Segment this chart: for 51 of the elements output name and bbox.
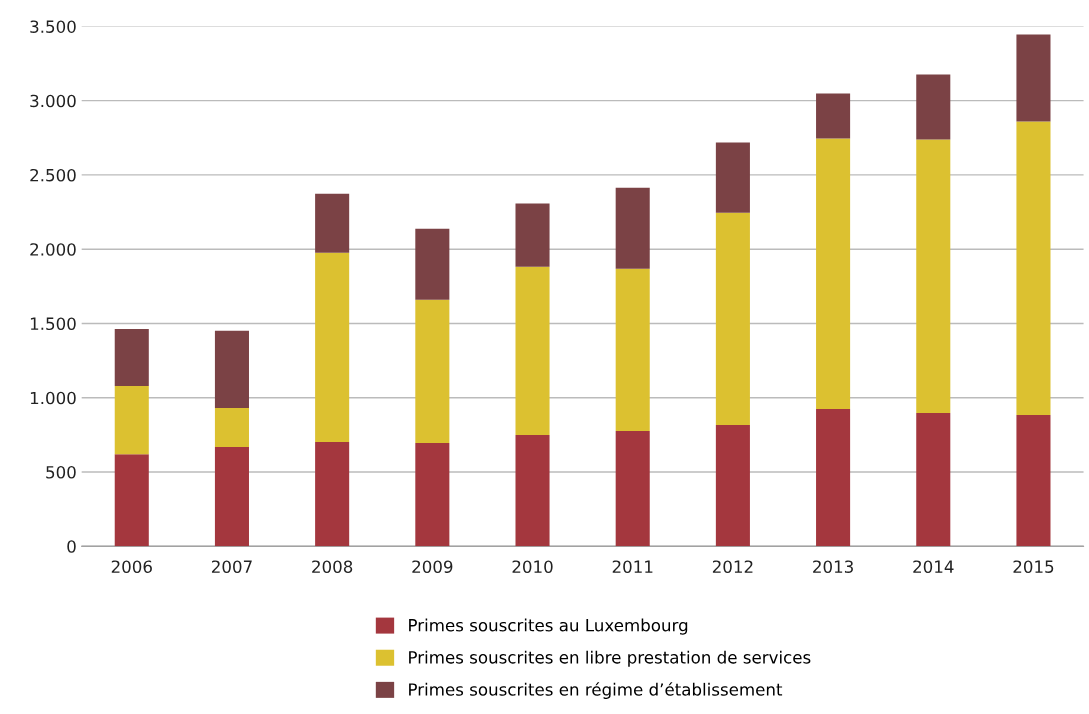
bar [315, 442, 350, 547]
y-tick-label: 500 [46, 465, 76, 479]
bar [615, 268, 650, 431]
bar [615, 187, 650, 269]
bar [214, 447, 249, 547]
x-tick-label: 2007 [211, 560, 252, 573]
bar [415, 442, 450, 547]
y-tick-label: 3.000 [30, 94, 76, 108]
y-tick-label: 1.000 [30, 391, 76, 405]
bar [715, 212, 750, 426]
bar [315, 252, 350, 443]
x-tick-label: 2010 [512, 560, 553, 573]
bar [715, 142, 750, 213]
bar [816, 138, 851, 409]
bar [916, 74, 951, 140]
x-tick-label: 2009 [412, 560, 453, 573]
bar [916, 139, 951, 413]
y-tick-label: 3.500 [30, 20, 76, 33]
bar [715, 425, 750, 547]
bar [114, 454, 149, 547]
y-tick-label: 2.000 [30, 243, 76, 256]
bar [1016, 121, 1051, 416]
y-tick-label: 2.500 [30, 168, 76, 182]
bar [916, 412, 951, 547]
bar [214, 407, 249, 447]
bar [114, 328, 149, 386]
bar [415, 228, 450, 300]
bar [816, 93, 851, 139]
bar [1016, 34, 1051, 122]
legend-label: Primes souscrites en régime d’établissement [409, 682, 783, 699]
bar [515, 266, 550, 435]
legend-label: Primes souscrites en libre prestation de services [409, 650, 811, 667]
x-tick-label: 2013 [813, 560, 853, 573]
bar [1016, 415, 1051, 547]
x-tick-label: 2015 [1013, 560, 1054, 573]
bar [214, 330, 249, 408]
bar [816, 408, 851, 547]
x-tick-label: 2006 [111, 560, 152, 573]
x-tick-label: 2008 [312, 560, 353, 573]
bar [315, 193, 350, 253]
bar [515, 203, 550, 267]
bar [615, 430, 650, 547]
legend-label: Primes souscrites au Luxembourg [409, 618, 688, 635]
y-tick-label: 0 [67, 540, 76, 553]
x-tick-label: 2011 [612, 560, 653, 573]
x-tick-label: 2014 [913, 560, 954, 573]
bar [515, 434, 550, 547]
bar [114, 385, 149, 455]
y-tick-label: 1.500 [30, 317, 76, 331]
bar [415, 299, 450, 443]
x-tick-label: 2012 [712, 560, 753, 573]
